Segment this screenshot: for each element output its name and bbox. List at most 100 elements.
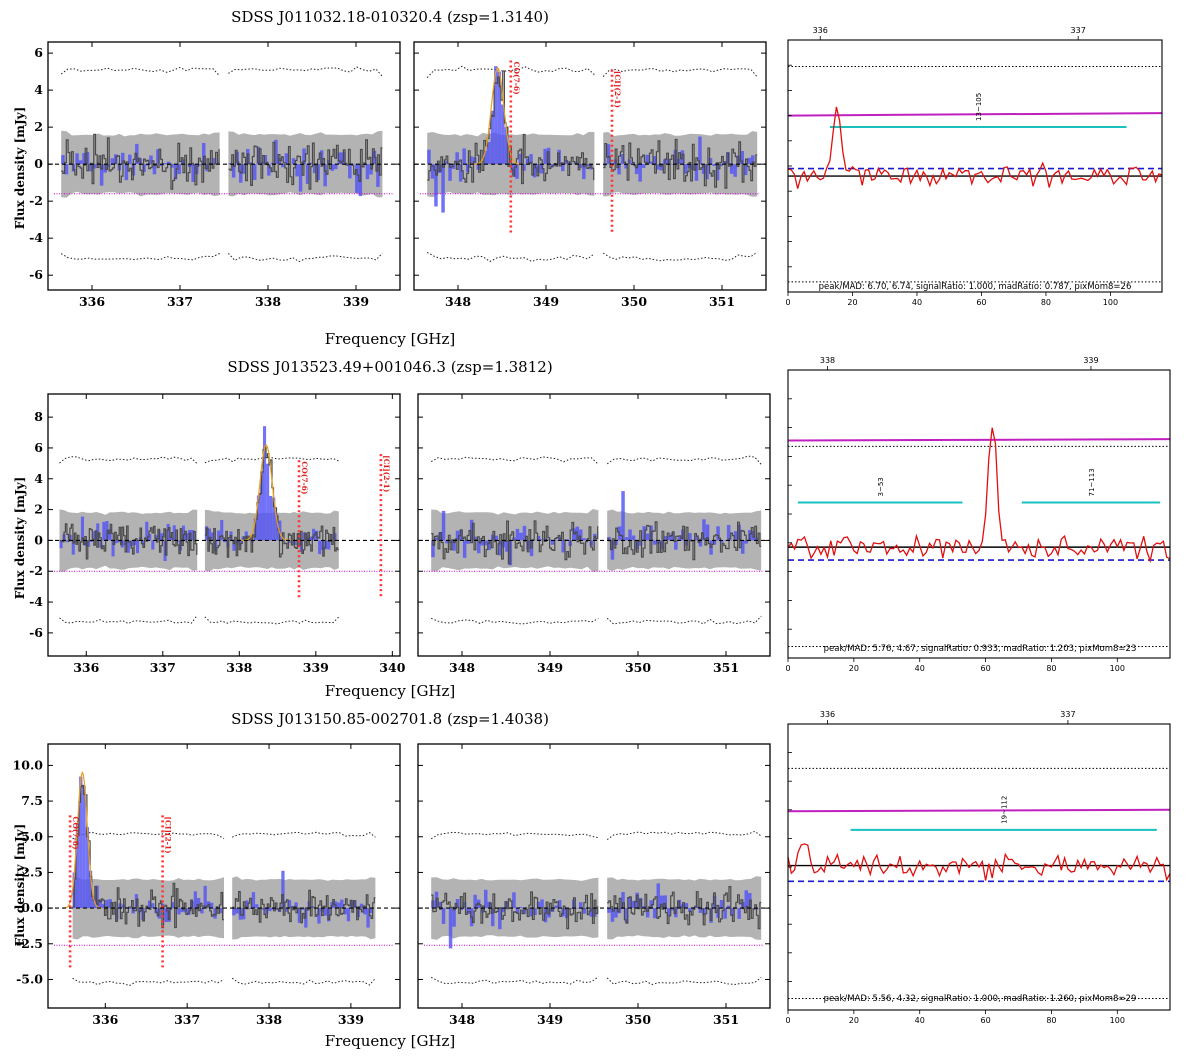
row-2-usb-xtick-label: 349 bbox=[537, 660, 563, 675]
row-3-usb-blue-bin bbox=[624, 908, 629, 923]
row-2-lsb-upper-envelope-1 bbox=[204, 456, 340, 464]
row-2-lsb-ytick-label: -2 bbox=[29, 563, 43, 578]
row-3-usb-lower-envelope-1 bbox=[606, 977, 762, 986]
row-2-usb-blue-bin bbox=[716, 526, 720, 541]
row-3-lsb-blue-bin bbox=[138, 908, 142, 913]
row-3-usb-blue-bin bbox=[730, 908, 734, 917]
row-3-lsb-blue-bin bbox=[366, 908, 370, 928]
row-1-usb-blue-bin bbox=[638, 164, 642, 182]
row-3-usb-blue-bin bbox=[744, 890, 748, 909]
row-3-usb-spectrum-0 bbox=[431, 891, 599, 930]
row-1-usb-blue-bin bbox=[430, 164, 435, 179]
row-1-lsb-blue-bin bbox=[298, 164, 303, 192]
row-3-usb-upper-envelope-1 bbox=[606, 830, 762, 841]
row-2-lsb-blue-bin bbox=[151, 540, 155, 550]
row-1-lsb-blue-bin bbox=[256, 146, 261, 165]
row-3-lsb-blue-bin bbox=[151, 903, 155, 909]
row-3-lsb-blue-bin bbox=[363, 908, 367, 915]
row-2-lsb-spectrum-0 bbox=[59, 523, 198, 560]
row-1-usb-frame bbox=[413, 41, 767, 291]
row-3-lsb-ytick-label: 7.5 bbox=[21, 793, 43, 808]
row-1-lsb-blue-bin bbox=[124, 164, 129, 181]
row-3-usb-blue-bin bbox=[691, 907, 696, 909]
row-1-usb-blue-bin bbox=[515, 164, 519, 179]
row-3-usb-blue-bin bbox=[709, 908, 713, 923]
row-3-lsb-lower-envelope-0 bbox=[72, 977, 225, 987]
row-1-usb-xtick-label: 349 bbox=[533, 294, 559, 309]
row-1-moment-xtick-label: 0 bbox=[785, 298, 790, 307]
row-2-usb-blue-bin bbox=[533, 539, 537, 541]
row-2-usb-blue-bin bbox=[526, 540, 530, 550]
row-3-lsb-blue-bin bbox=[330, 902, 334, 909]
row-1-usb-blue-bin bbox=[606, 144, 611, 165]
row-1-usb-blue-bin bbox=[462, 148, 466, 165]
row-2-usb-blue-bin bbox=[505, 540, 509, 552]
row-3-usb-upper-envelope-0 bbox=[430, 831, 599, 840]
row-1-lsb-blue-bin bbox=[152, 164, 157, 175]
row-1-usb-blue-bin bbox=[536, 164, 540, 173]
row-3-lsb-upper-envelope-1 bbox=[232, 831, 376, 838]
row-1-usb-blue-bin bbox=[656, 164, 660, 170]
row-2-moment-frame bbox=[787, 369, 1171, 659]
row-3-usb-blue-bin bbox=[638, 897, 643, 909]
row-2-usb-spectrum-1 bbox=[607, 521, 762, 561]
row-1-lsb-blue-bin bbox=[231, 164, 236, 178]
row-3-usb-blue-bin bbox=[448, 908, 453, 949]
row-1-usb-blue-bin bbox=[444, 160, 449, 165]
row-3-ylabel: Flux density [mJy] bbox=[13, 824, 27, 947]
row-2-moment-top-tick-label: 339 bbox=[1083, 356, 1098, 365]
row-2-moment-panel: 3~53 71~113 0 20 40 60 80 100 338 339 bbox=[785, 356, 1171, 673]
row-1-lsb-ytick-label: 4 bbox=[34, 82, 43, 97]
row-1-lsb-blue-bin bbox=[260, 161, 264, 165]
row-1-moment-signal-curve bbox=[787, 106, 1163, 189]
row-3-usb-blue-bin bbox=[554, 905, 558, 909]
row-2-usb-blue-bin bbox=[621, 491, 625, 541]
row-2-usb-blue-bin bbox=[741, 540, 745, 554]
row-1-usb-blue-bin bbox=[582, 164, 586, 180]
row-2-lsb-blue-bin bbox=[275, 514, 279, 541]
row-3-usb-blue-bin bbox=[441, 908, 446, 924]
row-1-usb-upper-envelope-1 bbox=[602, 68, 758, 78]
row-3-lsb-lower-envelope-1 bbox=[231, 977, 376, 986]
row-2-lsb-blue-bin bbox=[80, 516, 84, 541]
row-2-usb-blue-bin bbox=[670, 532, 675, 541]
row-2-title: SDSS J013523.49+001046.3 (zsp=1.3812) bbox=[227, 358, 552, 376]
row-1-usb-lower-envelope-1 bbox=[602, 251, 758, 262]
row-1-title: SDSS J011032.18-010320.4 (zsp=1.3140) bbox=[231, 8, 549, 26]
row-1-lsb-blue-bin bbox=[327, 159, 331, 165]
row-2-usb-blue-bin bbox=[445, 540, 449, 544]
row-1-usb-blue-bin bbox=[708, 158, 713, 165]
row-3: SDSS J013150.85-002701.8 (zsp=1.4038) Fl… bbox=[13, 710, 1171, 1050]
row-1-moment-xtick-label: 40 bbox=[912, 298, 922, 307]
row-2-lsb-blue-bin bbox=[102, 521, 106, 541]
row-3-usb-spectrum-1 bbox=[607, 885, 762, 930]
row-2-lsb-blue-bin bbox=[87, 540, 91, 547]
row-2-lsb-ytick-label: 6 bbox=[34, 440, 43, 455]
row-3-lsb-blue-bin bbox=[294, 902, 298, 909]
row-1-moment-xtick-label: 60 bbox=[976, 298, 986, 307]
row-3-usb-blue-bin bbox=[621, 892, 625, 909]
row-1-lsb-blue-bin bbox=[267, 164, 271, 176]
row-1-lsb-blue-bin bbox=[121, 152, 125, 165]
row-2-usb-blue-bin bbox=[543, 538, 548, 541]
row-1-usb-blue-bin bbox=[494, 66, 498, 165]
row-2-usb-blue-bin bbox=[712, 540, 717, 545]
row-3-lsb-blue-bin bbox=[210, 902, 214, 909]
row-2-xlabel: Frequency [GHz] bbox=[325, 682, 456, 700]
row-2-usb-blue-bin bbox=[462, 540, 467, 558]
row-3-lsb-blue-bin bbox=[98, 899, 103, 909]
row-2-usb-blue-bin bbox=[653, 540, 657, 545]
row-3-moment-xtick-label: 20 bbox=[849, 1016, 859, 1025]
row-2-lsb-xtick-label: 336 bbox=[73, 660, 99, 675]
row-1-lsb-blue-bin bbox=[92, 164, 97, 169]
row-1-usb-blue-bin bbox=[525, 158, 530, 165]
row-3-lsb-blue-bin bbox=[300, 908, 305, 910]
row-1-usb-blue-bin bbox=[733, 164, 737, 177]
row-3-usb-blue-bin bbox=[702, 908, 706, 916]
row-2-usb-blue-bin bbox=[698, 540, 703, 547]
row-1-lsb-xtick-label: 338 bbox=[255, 294, 281, 309]
row-3-usb-blue-bin bbox=[684, 903, 689, 909]
row-3-usb-blue-bin bbox=[452, 908, 456, 927]
row-2-usb-blue-bin bbox=[431, 540, 435, 558]
row-1-usb-gaussian-fit bbox=[473, 67, 522, 165]
